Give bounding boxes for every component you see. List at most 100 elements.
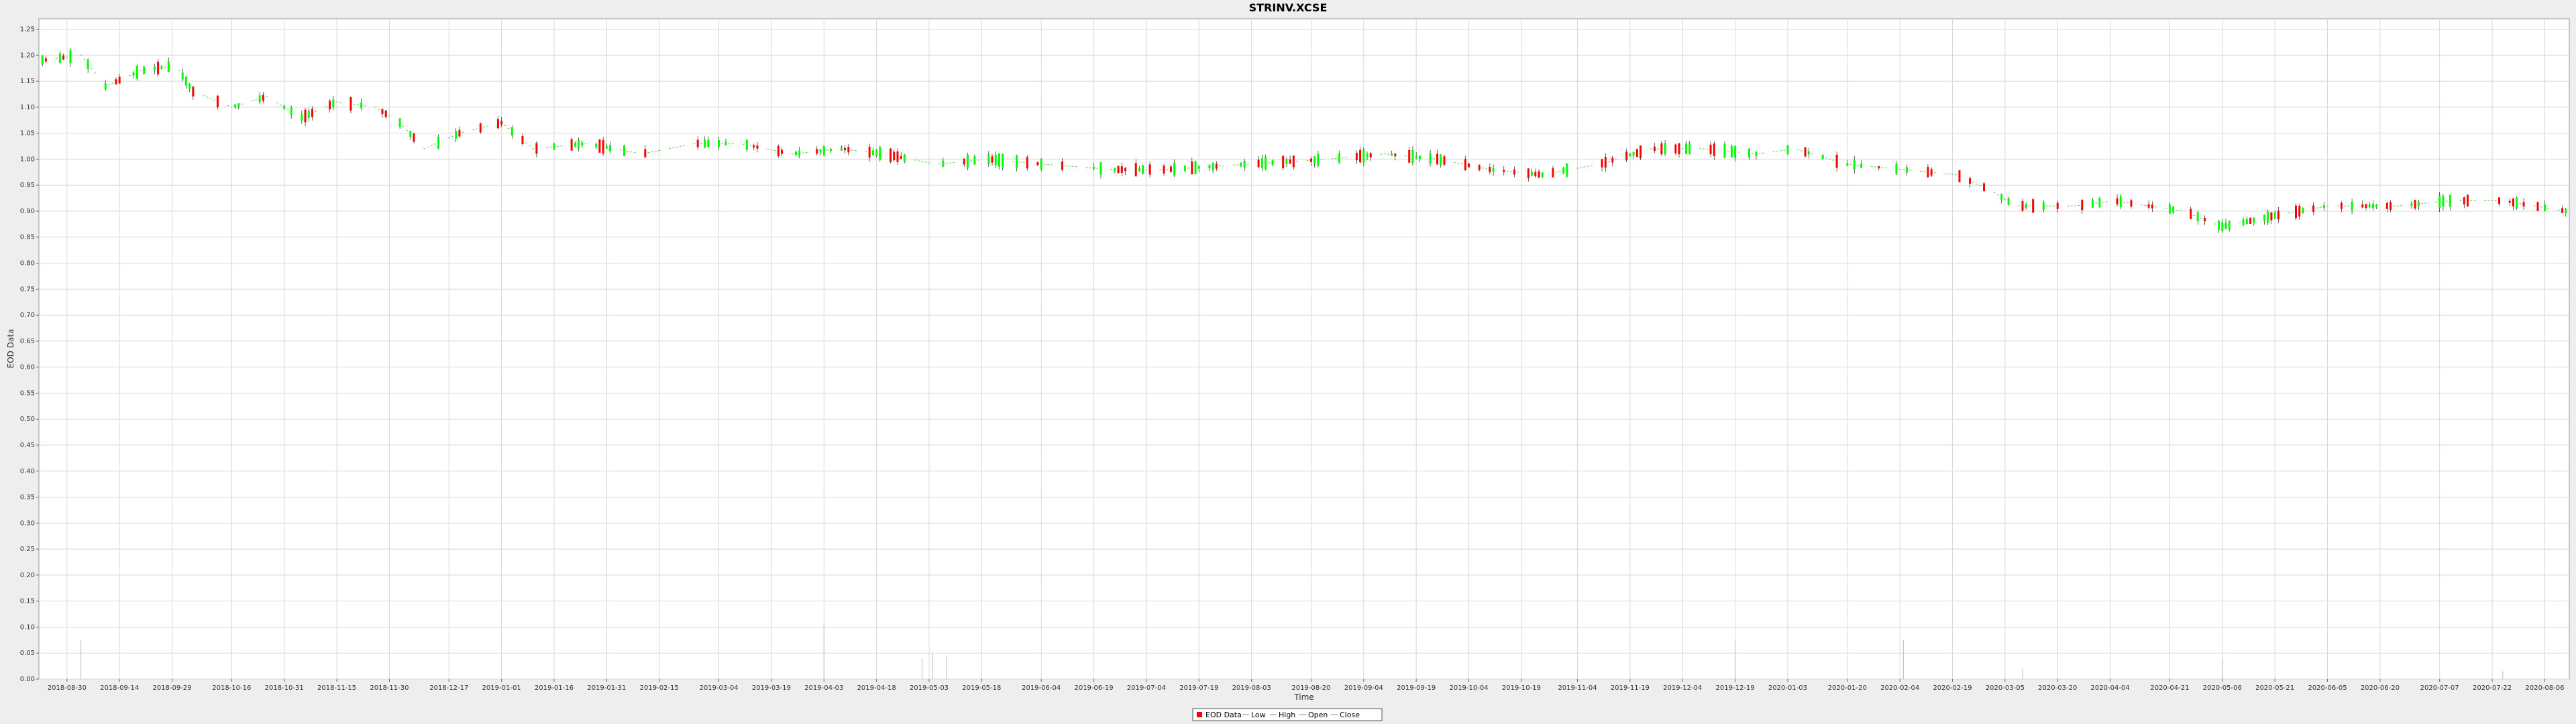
x-tick-label: 2018-10-16	[212, 684, 251, 692]
candle-down	[1292, 156, 1295, 168]
candle-up	[58, 53, 61, 63]
candle-up	[2025, 204, 2027, 208]
x-tick-label: 2020-05-06	[2203, 684, 2242, 692]
x-tick-label: 2019-07-04	[1127, 684, 1166, 692]
candle-down	[413, 133, 415, 142]
candle-up	[160, 66, 163, 69]
candle-up	[181, 72, 184, 80]
y-tick-label: 0.70	[20, 312, 35, 319]
candle-down	[963, 158, 965, 165]
candle-down	[535, 143, 538, 154]
candle-up	[2000, 194, 2003, 200]
candle-up	[307, 111, 310, 118]
candle-down	[1625, 152, 1628, 161]
candle-up	[1016, 155, 1018, 168]
x-tick-label: 2018-09-14	[100, 684, 139, 692]
candle-down	[2466, 194, 2469, 206]
y-tick-label: 0.40	[20, 468, 35, 475]
candle-down	[115, 79, 117, 84]
candle-up	[1183, 166, 1186, 171]
candle-up	[2263, 215, 2265, 221]
candle-up	[1807, 151, 1810, 155]
candle-down	[1604, 156, 1607, 168]
candle-down	[2190, 208, 2192, 219]
candle-down	[2249, 217, 2252, 224]
x-tick-label: 2019-11-04	[1558, 684, 1597, 692]
candle-down	[816, 149, 818, 154]
candle-up	[2273, 212, 2276, 219]
candle-up	[581, 142, 584, 146]
candle-up	[819, 149, 822, 153]
candle-up	[258, 95, 261, 103]
candle-down	[1804, 147, 1807, 157]
y-tick-label: 0.20	[20, 572, 35, 579]
candle-up	[1114, 168, 1116, 172]
candle-down	[2116, 198, 2118, 204]
candle-down	[1169, 166, 1172, 172]
x-tick-label: 2020-01-03	[1768, 684, 1807, 692]
candle-up	[724, 141, 727, 145]
candle-up	[707, 139, 710, 147]
candle-up	[966, 154, 969, 168]
candle-down	[2277, 210, 2279, 220]
candle-down	[781, 149, 784, 154]
x-tick-label: 2019-06-04	[1022, 684, 1061, 692]
candle-down	[1878, 166, 1880, 169]
candle-up	[2543, 204, 2546, 211]
y-tick-label: 0.95	[20, 182, 35, 189]
candle-down	[2270, 212, 2273, 221]
candle-down	[304, 109, 307, 123]
candle-down	[1408, 149, 1411, 163]
candle-down	[1958, 170, 1961, 182]
candle-up	[1208, 165, 1211, 169]
y-axis-label: EOD Data	[6, 329, 15, 369]
candle-up	[1002, 154, 1004, 168]
candle-up	[1271, 160, 1274, 166]
x-tick-label: 2020-05-21	[2255, 684, 2294, 692]
x-tick-label: 2019-04-03	[804, 684, 843, 692]
x-tick-label: 2020-02-19	[1933, 684, 1972, 692]
candle-up	[2042, 202, 2045, 210]
candle-up	[189, 84, 191, 89]
candle-up	[2221, 222, 2224, 231]
x-tick-label: 2020-07-07	[2420, 684, 2459, 692]
y-tick-label: 0.45	[20, 442, 35, 449]
y-tick-label: 0.15	[20, 598, 35, 605]
candle-up	[1040, 159, 1042, 169]
y-tick-label: 0.85	[20, 234, 35, 241]
candle-down	[1468, 163, 1470, 168]
candle-down	[1611, 158, 1614, 163]
candle-up	[2228, 221, 2231, 230]
x-tick-label: 2018-08-30	[48, 684, 87, 692]
y-tick-label: 0.80	[20, 260, 35, 267]
candle-up	[2516, 197, 2518, 208]
y-tick-label: 0.90	[20, 208, 35, 215]
y-tick-label: 0.10	[20, 623, 35, 631]
candle-up	[1723, 144, 1726, 158]
y-tick-label: 0.30	[20, 520, 35, 527]
candle-up	[2253, 217, 2255, 223]
x-tick-label: 2019-03-04	[699, 684, 738, 692]
x-tick-label: 2019-04-18	[857, 684, 896, 692]
grid-lines	[39, 19, 2569, 680]
candle-up	[41, 56, 44, 65]
x-axis: 2018-08-30 2018-09-14 2018-09-29 2018-10-16…	[48, 679, 2564, 692]
candle-up	[1734, 145, 1737, 158]
candle-up	[1265, 156, 1267, 170]
candle-down	[2312, 205, 2315, 212]
candle-down	[1289, 159, 1291, 164]
x-tick-label: 2018-09-29	[152, 684, 191, 692]
candle-down	[1191, 161, 1193, 175]
candle-up	[1243, 160, 1246, 168]
candle-up	[360, 102, 363, 109]
candle-up	[1099, 162, 1102, 175]
legend-entry-label: Low	[1251, 711, 1266, 719]
candle-up	[609, 145, 612, 152]
candle-down	[1969, 178, 1972, 184]
candle-up	[2410, 203, 2413, 206]
candle-down	[2508, 200, 2511, 203]
y-tick-label: 1.10	[20, 104, 35, 111]
y-axis: 0.00 0.05 0.10 0.15 0.20 0.25 0.30 0.35 0.40 0.45…	[20, 26, 39, 683]
candle-up	[409, 131, 412, 137]
x-tick-label: 2019-01-31	[587, 684, 626, 692]
